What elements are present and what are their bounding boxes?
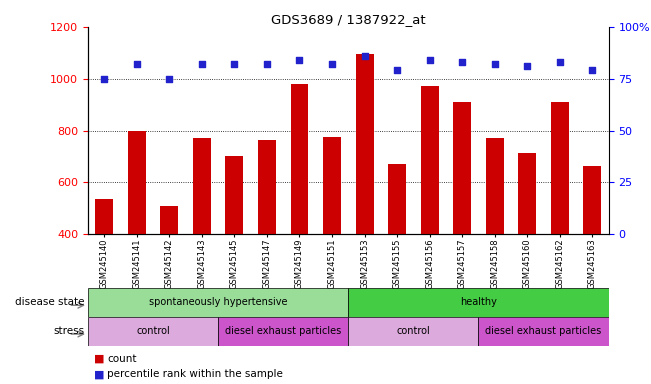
Point <box>490 61 500 67</box>
Point <box>132 61 142 67</box>
Bar <box>355 54 374 234</box>
Text: control: control <box>396 326 430 336</box>
Bar <box>348 317 478 346</box>
Bar <box>478 317 609 346</box>
Bar <box>218 317 348 346</box>
Text: disease state: disease state <box>15 297 85 308</box>
Bar <box>88 317 218 346</box>
Text: healthy: healthy <box>460 297 497 308</box>
Point <box>294 57 305 63</box>
Bar <box>583 166 602 234</box>
Point <box>197 61 207 67</box>
Bar <box>323 137 341 234</box>
Text: count: count <box>107 354 137 364</box>
Bar <box>388 164 406 234</box>
Bar <box>160 206 178 234</box>
Point <box>359 53 370 59</box>
Text: diesel exhaust particles: diesel exhaust particles <box>225 326 341 336</box>
Point <box>587 67 598 73</box>
Bar <box>518 152 536 234</box>
Point <box>229 61 240 67</box>
Point <box>99 76 109 82</box>
Point <box>424 57 435 63</box>
Text: diesel exhaust particles: diesel exhaust particles <box>486 326 602 336</box>
Bar <box>128 131 146 234</box>
Point <box>262 61 272 67</box>
Title: GDS3689 / 1387922_at: GDS3689 / 1387922_at <box>271 13 426 26</box>
Bar <box>290 84 309 234</box>
Text: ■: ■ <box>94 369 105 379</box>
Bar <box>421 86 439 234</box>
Point <box>164 76 174 82</box>
Point <box>457 59 467 65</box>
Bar <box>258 140 276 234</box>
Bar <box>88 288 348 317</box>
Bar <box>348 288 609 317</box>
Point <box>327 61 337 67</box>
Point <box>522 63 533 70</box>
Bar <box>453 102 471 234</box>
Point <box>392 67 402 73</box>
Bar <box>486 138 504 234</box>
Bar <box>95 199 113 234</box>
Text: percentile rank within the sample: percentile rank within the sample <box>107 369 283 379</box>
Bar <box>193 138 211 234</box>
Point <box>555 59 565 65</box>
Text: control: control <box>136 326 170 336</box>
Text: ■: ■ <box>94 354 105 364</box>
Bar <box>225 157 243 234</box>
Text: spontaneously hypertensive: spontaneously hypertensive <box>149 297 287 308</box>
Bar <box>551 102 569 234</box>
Text: stress: stress <box>53 326 85 336</box>
